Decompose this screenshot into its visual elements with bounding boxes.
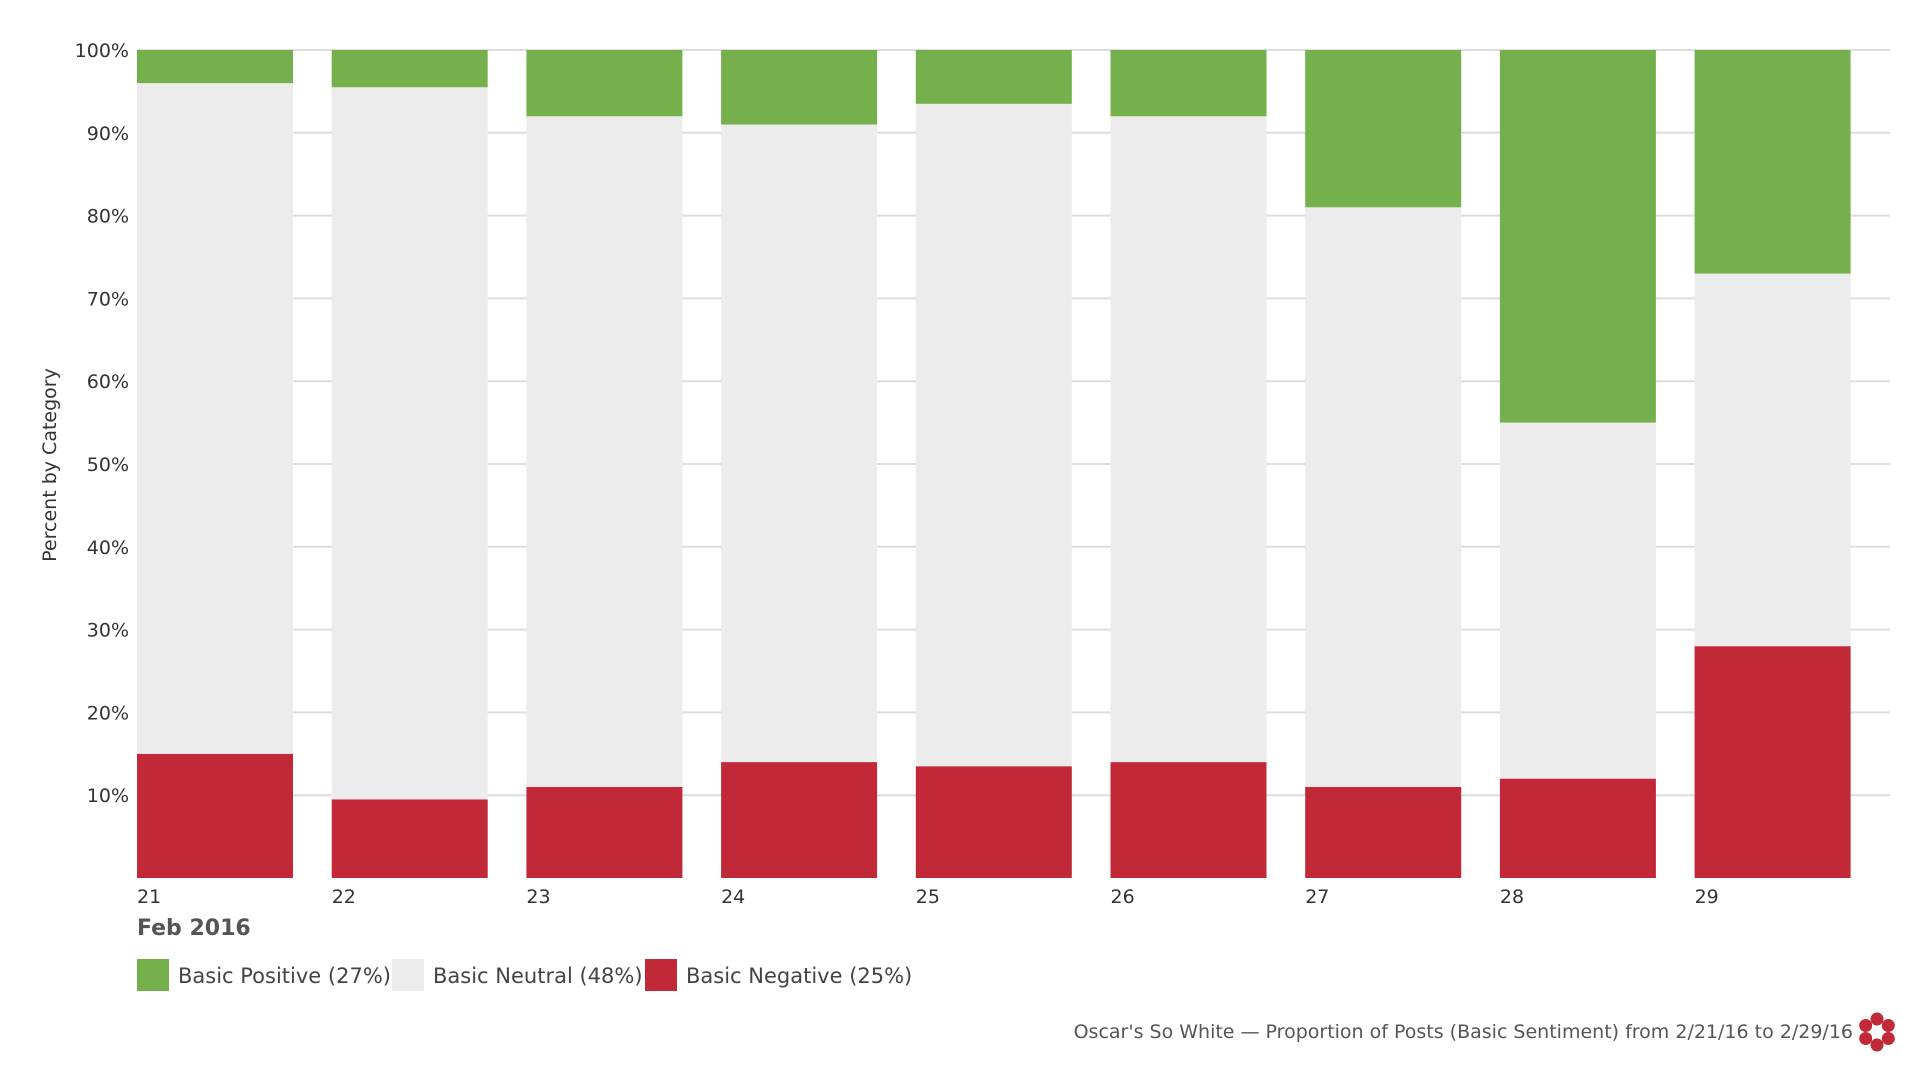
y-tick-label: 80% (87, 206, 129, 228)
y-tick-label: 100% (75, 40, 129, 62)
bar-basic-negative (1499, 778, 1656, 878)
y-tick-label: 40% (87, 537, 129, 559)
legend-swatch (645, 959, 677, 991)
x-axis-ticks: 21 22 23 24 25 26 27 28 29 (137, 886, 1719, 908)
bar-basic-positive (721, 50, 878, 125)
y-tick-label: 50% (87, 454, 129, 476)
legend: Basic Positive (27%) Basic Neutral (48%) B… (137, 959, 912, 991)
legend-label: Basic Neutral (48%) (433, 964, 643, 988)
bar-basic-neutral (915, 103, 1072, 767)
bar-basic-negative (1110, 762, 1267, 878)
x-tick-label: 21 (137, 886, 161, 908)
legend-swatch (392, 959, 424, 991)
x-tick-label: 22 (332, 886, 356, 908)
bar-basic-neutral (721, 124, 878, 763)
bar-basic-negative (721, 762, 878, 878)
chart-caption: Oscar's So White — Proportion of Posts (… (1074, 1021, 1853, 1043)
bar-basic-neutral (1110, 116, 1267, 763)
x-tick-label: 29 (1695, 886, 1719, 908)
flower-logo-icon (1859, 1012, 1895, 1052)
bar-basic-neutral (1694, 273, 1851, 647)
legend-swatch (137, 959, 169, 991)
legend-label: Basic Positive (27%) (178, 964, 391, 988)
bar-basic-negative (1305, 786, 1462, 878)
x-tick-label: 27 (1305, 886, 1329, 908)
x-axis-date-label: Feb 2016 (137, 916, 251, 941)
x-tick-label: 25 (916, 886, 940, 908)
legend-label: Basic Negative (25%) (686, 964, 912, 988)
bar-basic-positive (137, 50, 293, 84)
x-tick-label: 24 (721, 886, 745, 908)
bar-basic-negative (915, 766, 1072, 878)
bar-basic-neutral (137, 83, 293, 754)
bars (137, 50, 1851, 878)
y-axis-ticks: 10% 20% 30% 40% 50% 60% 70% 80% 90% 100% (75, 40, 129, 807)
bar-basic-positive (1694, 50, 1851, 274)
bar-basic-negative (331, 799, 488, 878)
bar-basic-positive (915, 50, 1072, 104)
y-tick-label: 10% (87, 785, 129, 807)
bar-basic-neutral (526, 116, 683, 787)
bar-basic-negative (526, 786, 683, 878)
bar-basic-positive (526, 50, 683, 117)
bar-basic-positive (1305, 50, 1462, 208)
y-tick-label: 60% (87, 371, 129, 393)
x-tick-label: 28 (1500, 886, 1524, 908)
bar-basic-positive (1110, 50, 1267, 117)
bar-basic-neutral (1305, 207, 1462, 787)
y-axis-title: Percent by Category (39, 368, 61, 562)
bar-basic-neutral (1499, 422, 1656, 779)
y-tick-label: 70% (87, 288, 129, 310)
bar-basic-negative (1694, 646, 1851, 878)
y-tick-label: 90% (87, 123, 129, 145)
y-tick-label: 30% (87, 620, 129, 642)
bar-basic-negative (137, 753, 293, 878)
y-tick-label: 20% (87, 702, 129, 724)
x-tick-label: 23 (526, 886, 550, 908)
bar-basic-neutral (331, 87, 488, 800)
bar-basic-positive (1499, 50, 1656, 423)
bar-basic-positive (331, 50, 488, 88)
x-tick-label: 26 (1111, 886, 1135, 908)
